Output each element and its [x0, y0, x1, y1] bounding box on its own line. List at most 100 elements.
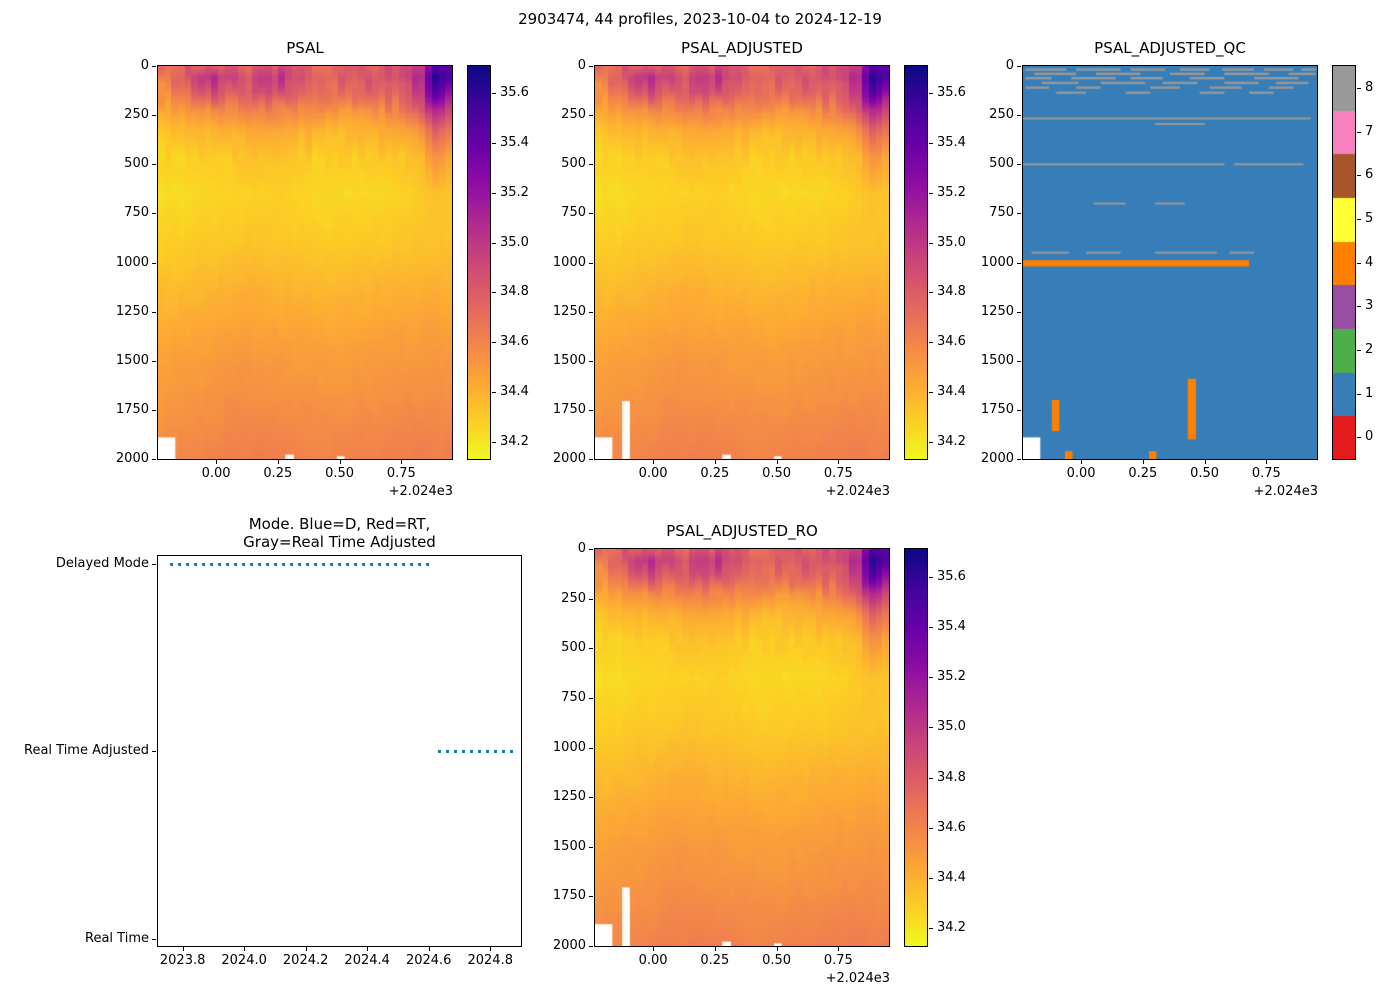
y-tick-label: 500: [989, 156, 1014, 172]
x-tick-label: 0.50: [762, 466, 792, 481]
y-tick-label: 1000: [552, 254, 586, 270]
colorbar-tick-mark: [929, 727, 933, 729]
colorbar-tick-label: 35.2: [937, 184, 966, 200]
colorbar-tick-label: 35.2: [937, 669, 966, 685]
y-tick-label: 1500: [980, 352, 1014, 368]
colorbar-tick-mark: [1357, 262, 1361, 264]
y-tick-label: 2000: [115, 451, 149, 466]
psal_adjusted_ro-colorbar-canvas: [905, 549, 927, 946]
colorbar-tick-mark: [929, 292, 933, 294]
psal-adjusted-qc-heatmap: [1023, 66, 1317, 459]
y-tick-mark: [589, 946, 593, 947]
colorbar-tick-mark: [492, 391, 496, 393]
y-tick-label: 1750: [980, 401, 1014, 417]
colorbar-tick-label: 2: [1365, 341, 1374, 357]
mode-line-delayed: [170, 562, 432, 566]
colorbar-tick-mark: [1357, 175, 1361, 177]
colorbar-tick-mark: [929, 391, 933, 393]
colorbar-tick-mark: [929, 441, 933, 443]
y-tick-mark: [152, 751, 156, 752]
y-tick-mark: [152, 360, 156, 362]
psal_adjusted-colorbar-box: [904, 65, 928, 460]
y-tick-mark: [1017, 66, 1021, 67]
y-tick-mark: [589, 360, 593, 362]
psal-adjusted-title: PSAL_ADJUSTED: [681, 39, 803, 57]
colorbar-tick-mark: [929, 878, 933, 880]
y-tick-label: 1500: [552, 838, 586, 854]
y-tick-mark: [1017, 311, 1021, 313]
x-tick-label: 2024.4: [344, 953, 390, 968]
colorbar-tick-mark: [1357, 87, 1361, 89]
colorbar-tick-label: 34.2: [937, 433, 966, 449]
colorbar-tick-mark: [929, 143, 933, 145]
x-tick-mark: [1266, 460, 1268, 464]
y-tick-mark: [152, 66, 156, 67]
x-tick-mark: [776, 947, 778, 951]
x-tick-mark: [339, 460, 341, 464]
x-tick-mark: [277, 460, 279, 464]
colorbar-tick-mark: [1357, 218, 1361, 220]
colorbar-tick-mark: [929, 192, 933, 194]
colorbar-tick-mark: [1357, 131, 1361, 133]
colorbar-tick-label: 34.8: [937, 284, 966, 300]
y-tick-label: 1750: [115, 401, 149, 417]
x-tick-mark: [838, 947, 840, 951]
colorbar-tick-label: 34.6: [937, 334, 966, 350]
x-tick-label: 0.75: [386, 466, 416, 481]
y-tick-mark: [589, 213, 593, 215]
colorbar-tick-label: 35.4: [937, 135, 966, 151]
y-tick-label: Real Time: [85, 930, 149, 946]
colorbar-tick-label: 34.4: [937, 870, 966, 886]
colorbar-tick-mark: [929, 777, 933, 779]
y-tick-label: 0: [577, 541, 586, 556]
y-tick-label: 0: [577, 58, 586, 73]
x-tick-mark: [714, 947, 716, 951]
y-tick-mark: [1017, 213, 1021, 215]
psal_adjusted_qc-colorbar-box: [1332, 65, 1356, 460]
colorbar-tick-mark: [492, 441, 496, 443]
y-tick-mark: [1017, 262, 1021, 264]
y-tick-label: 750: [124, 205, 149, 221]
y-tick-mark: [152, 164, 156, 166]
y-tick-label: 1750: [552, 401, 586, 417]
y-tick-mark: [589, 66, 593, 67]
psal_adjusted_ro-colorbar-box: [904, 548, 928, 947]
colorbar-tick-mark: [929, 827, 933, 829]
x-tick-label: 0.75: [1251, 466, 1281, 481]
y-tick-mark: [589, 598, 593, 600]
y-tick-label: 250: [989, 107, 1014, 123]
y-tick-mark: [152, 311, 156, 313]
x-tick-label: 0.75: [823, 953, 853, 968]
colorbar-tick-label: 35.6: [937, 85, 966, 101]
x-tick-label: 2024.6: [405, 953, 452, 968]
colorbar-tick-label: 3: [1365, 298, 1374, 314]
psal_adjusted_qc-colorbar: 0 1 2 3 4 5 6 7 8: [1332, 65, 1400, 460]
colorbar-tick-label: 5: [1365, 210, 1374, 226]
colorbar-tick-mark: [1357, 393, 1361, 395]
y-tick-label: 250: [124, 107, 149, 123]
y-tick-label: 1250: [115, 303, 149, 319]
psal-adjusted-ro-heatmap: [595, 549, 889, 946]
y-tick-label: 1000: [115, 254, 149, 270]
colorbar-tick-label: 35.6: [500, 85, 529, 101]
y-tick-label: 1000: [980, 254, 1014, 270]
psal-heatmap: [158, 66, 452, 459]
y-tick-label: 1250: [552, 303, 586, 319]
y-tick-mark: [1017, 164, 1021, 166]
y-tick-mark: [589, 311, 593, 313]
y-tick-mark: [589, 747, 593, 749]
y-tick-mark: [152, 213, 156, 215]
psal-adjusted-axes: [594, 65, 890, 460]
psal-adjusted-ro-axes: [594, 548, 890, 947]
psal-adjusted-heatmap: [595, 66, 889, 459]
x-tick-label: 0.00: [1066, 466, 1096, 481]
x-tick-label: 0.25: [700, 953, 730, 968]
x-tick-mark: [367, 947, 369, 951]
x-tick-label: 0.50: [762, 953, 792, 968]
x-tick-label: 0.25: [1128, 466, 1158, 481]
y-tick-mark: [152, 938, 156, 940]
y-tick-label: 0: [140, 58, 149, 73]
y-tick-mark: [589, 846, 593, 848]
y-tick-mark: [152, 115, 156, 117]
x-tick-mark: [244, 947, 246, 951]
